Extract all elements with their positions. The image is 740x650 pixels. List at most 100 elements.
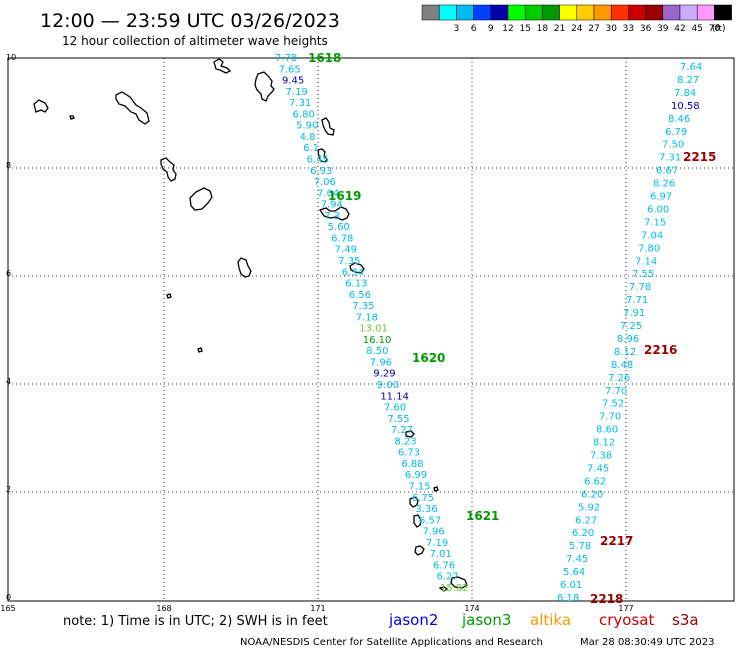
- track-swh-value: 8.27: [677, 75, 699, 86]
- track-swh-value: 6.57: [419, 515, 441, 526]
- track-swh-value: 11.14: [380, 391, 409, 402]
- track-swh-value: 9.00: [377, 380, 399, 391]
- colorbar-swatch: [456, 4, 474, 21]
- pass-time-label: 1621: [466, 509, 499, 523]
- track-swh-value: 16.10: [363, 335, 392, 346]
- track-swh-value: 6.27: [436, 572, 458, 583]
- lat-tick-label: 0: [6, 593, 11, 602]
- colorbar-swatch: [662, 4, 681, 21]
- colorbar-tick-label: 42: [674, 24, 685, 34]
- jason3-track-values: 7.787.659.457.197.316.805.904.86.16.456.…: [275, 53, 469, 594]
- island-shape: [166, 293, 172, 299]
- colorbar-tick-label: 27: [588, 24, 599, 34]
- track-swh-value: 7.91: [623, 308, 645, 319]
- island-shape: [413, 514, 422, 528]
- island-shape: [414, 545, 425, 556]
- track-swh-value: 6.18: [557, 593, 579, 604]
- track-swh-value: 10.58: [671, 101, 700, 112]
- track-swh-value: 13.01: [359, 324, 388, 335]
- track-swh-value: 6.20: [581, 489, 603, 500]
- track-swh-value: 9.45: [282, 76, 304, 87]
- track-swh-value: 15.82: [440, 583, 469, 594]
- track-swh-value: 6.76: [433, 560, 455, 571]
- track-swh-value: 6.79: [665, 127, 687, 138]
- colorbar-tick-label: 21: [554, 24, 565, 34]
- track-swh-value: 5.60: [328, 222, 350, 233]
- track-swh-value: 7.64: [680, 62, 702, 73]
- track-swh-value: 7.01: [429, 549, 451, 560]
- lat-tick-label: 2: [6, 485, 11, 494]
- colorbar-tick-label: 9: [488, 24, 494, 34]
- footer-note: note: 1) Time is in UTC; 2) SWH is in fe…: [63, 614, 328, 629]
- island-shape: [409, 496, 419, 508]
- colorbar-swatch: [610, 4, 629, 21]
- track-swh-value: 5.90: [296, 121, 318, 132]
- track-swh-value: 6.00: [647, 204, 669, 215]
- track-swh-value: 8.50: [366, 346, 388, 357]
- track-swh-value: 7.52: [602, 399, 624, 410]
- colorbar-swatch: [473, 4, 492, 21]
- page-subtitle: 12 hour collection of altimeter wave hei…: [62, 34, 328, 48]
- track-swh-value: 7.78: [275, 53, 297, 64]
- track-swh-value: 5.78: [569, 541, 591, 552]
- colorbar-swatch: [421, 4, 440, 21]
- track-swh-value: 7.31: [659, 153, 681, 164]
- island-shape: [321, 117, 335, 136]
- track-swh-value: 7.49: [335, 245, 357, 256]
- page-title: 12:00 — 23:59 UTC 03/26/2023: [40, 10, 340, 32]
- colorbar-tick-label: 24: [571, 24, 583, 34]
- colorbar-swatch: [542, 4, 560, 21]
- pass-time-label: 1620: [412, 351, 445, 365]
- island-shape: [318, 206, 350, 221]
- track-swh-value: 7.94: [321, 200, 343, 211]
- track-swh-value: 7.35: [338, 256, 360, 267]
- track-swh-value: 7.14: [635, 256, 657, 267]
- lon-tick-label: 165: [0, 604, 15, 613]
- colorbar-swatch: [714, 4, 732, 21]
- pass-time-label: 2218: [590, 592, 623, 606]
- island-coastlines: [33, 58, 468, 592]
- island-shape: [450, 576, 468, 589]
- colorbar-tick-label: 33: [623, 24, 634, 34]
- lat-lon-grid: [8, 58, 734, 601]
- colorbar-swatch: [559, 4, 578, 21]
- colorbar-tick-label: 15: [519, 24, 530, 34]
- satellite-legend-jason3: jason3: [461, 611, 511, 629]
- track-swh-value: 7.26: [608, 373, 630, 384]
- track-swh-value: 7.70: [599, 412, 621, 423]
- island-shape: [438, 586, 449, 592]
- track-swh-value: 7.55: [387, 414, 409, 425]
- track-swh-value: 7.45: [587, 463, 609, 474]
- lat-tick-label: 6: [6, 269, 11, 278]
- track-swh-value: 7.18: [356, 312, 378, 323]
- pass-time-label: 2217: [600, 534, 633, 548]
- colorbar-tick-label: 18: [537, 24, 549, 34]
- track-swh-value: 9.29: [373, 369, 395, 380]
- track-swh-value: 6.88: [401, 459, 423, 470]
- track-swh-value: 5.64: [563, 567, 585, 578]
- island-shape: [405, 430, 415, 438]
- track-swh-value: 6.75: [412, 493, 434, 504]
- track-swh-value: 7.60: [384, 403, 406, 414]
- track-swh-value: 6.80: [293, 109, 315, 120]
- track-swh-value: 6.62: [584, 476, 606, 487]
- track-swh-value: 4.8: [300, 132, 316, 143]
- colorbar-tick-label: 36: [640, 24, 652, 34]
- track-swh-value: 7.50: [662, 140, 684, 151]
- island-shape: [115, 91, 150, 125]
- track-swh-value: 6.01: [560, 580, 582, 591]
- track-swh-value: 6.1: [303, 143, 319, 154]
- colorbar-tick-label: 12: [502, 24, 513, 34]
- pass-time-label: 2215: [683, 150, 716, 164]
- island-shape: [433, 486, 439, 492]
- colorbar-swatch: [679, 4, 698, 21]
- pass-time-label: 2216: [644, 343, 677, 357]
- cryosat-track-values: 7.64 8.27 7.84 10.58 8.46 6.79 7.50 7.31 6.67 8.2…: [557, 62, 702, 604]
- track-swh-value: 7.78: [629, 282, 651, 293]
- track-swh-value: 6.93: [310, 166, 332, 177]
- island-shape: [349, 262, 365, 274]
- track-swh-value: 8.48: [611, 360, 633, 371]
- track-swh-value: 6.56: [349, 290, 371, 301]
- lon-tick-label: 174: [464, 604, 479, 613]
